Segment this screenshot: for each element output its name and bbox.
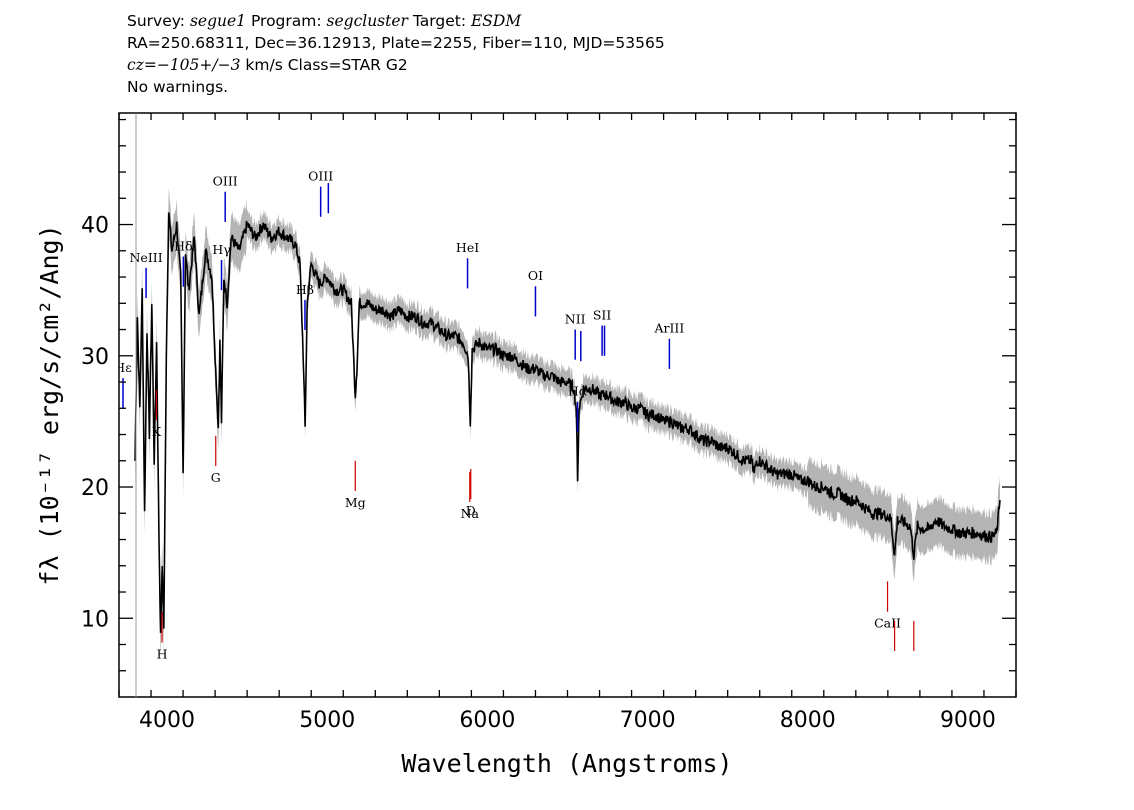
survey-value: segue1 <box>189 12 247 30</box>
y-tick-label: 30 <box>81 345 109 370</box>
absorption-line-label: K <box>152 424 162 439</box>
absorption-line-label: G <box>211 470 221 485</box>
y-tick-label: 10 <box>81 607 109 632</box>
x-tick-label: 9000 <box>940 708 996 733</box>
emission-line-label: Hβ <box>296 282 314 297</box>
y-tick-label: 20 <box>81 476 109 501</box>
emission-line-label: Hδ <box>174 238 192 253</box>
absorption-line-label: D <box>466 503 476 518</box>
y-axis-title: fλ (10⁻¹⁷ erg/s/cm²/Ang) <box>35 224 64 585</box>
flux-layer <box>134 212 1001 633</box>
header-line-redshift: cz=−105+/−3 km/s Class=STAR G2 <box>127 54 1127 76</box>
axis-ticks: 4000 5000 6000 7000 8000 9000 10 20 30 40 <box>81 113 1017 733</box>
spectrum-header: Survey: segue1 Program: segcluster Targe… <box>127 10 1127 98</box>
x-tick-label: 4000 <box>139 708 195 733</box>
program-value: segcluster <box>326 12 408 30</box>
header-line-warnings: No warnings. <box>127 78 229 96</box>
absorption-line-label: Na <box>461 506 480 521</box>
cz-value: cz=−105+/−3 <box>127 56 241 74</box>
emission-line-label: ArIII <box>653 321 684 336</box>
target-value: ESDM <box>470 12 522 30</box>
emission-line-label: OI <box>528 268 543 283</box>
emission-line-label: NII <box>565 312 586 327</box>
target-label: Target: <box>407 12 471 30</box>
spectral-lines-layer: Hε NeIII Hδ Hγ OIII Hβ OIII HeI OI NII Hα SII ArIII K… <box>114 169 915 662</box>
survey-label: Survey: <box>127 12 190 30</box>
header-line-coordinates: RA=250.68311, Dec=36.12913, Plate=2255, … <box>127 34 665 52</box>
emission-line-label: OIII <box>213 174 238 189</box>
emission-line-label: Hα <box>568 384 588 399</box>
emission-line-label: Hε <box>114 360 131 375</box>
x-axis-title: Wavelength (Angstroms) <box>401 749 732 778</box>
emission-line-label: Hγ <box>212 242 230 257</box>
program-label: Program: <box>246 12 327 30</box>
x-tick-label: 6000 <box>459 708 515 733</box>
emission-line-label: HeI <box>456 240 479 255</box>
flux-error-band <box>135 188 1000 657</box>
emission-line-label: OIII <box>308 169 333 184</box>
error-band-layer <box>135 188 1000 657</box>
x-tick-label: 5000 <box>299 708 355 733</box>
absorption-line-label: CaII <box>874 616 901 631</box>
emission-line-label: NeIII <box>129 250 162 265</box>
x-tick-label: 7000 <box>620 708 676 733</box>
plot-frame <box>118 112 1017 698</box>
header-line-survey: Survey: segue1 Program: segcluster Targe… <box>127 10 1127 32</box>
y-tick-label: 40 <box>81 214 109 239</box>
absorption-line-label: H <box>157 647 168 662</box>
emission-line-label: SII <box>593 308 612 323</box>
flux-series-line <box>134 212 1001 633</box>
class-value: km/s Class=STAR G2 <box>240 56 408 74</box>
absorption-line-label: Mg <box>345 495 366 510</box>
x-tick-label: 8000 <box>780 708 836 733</box>
